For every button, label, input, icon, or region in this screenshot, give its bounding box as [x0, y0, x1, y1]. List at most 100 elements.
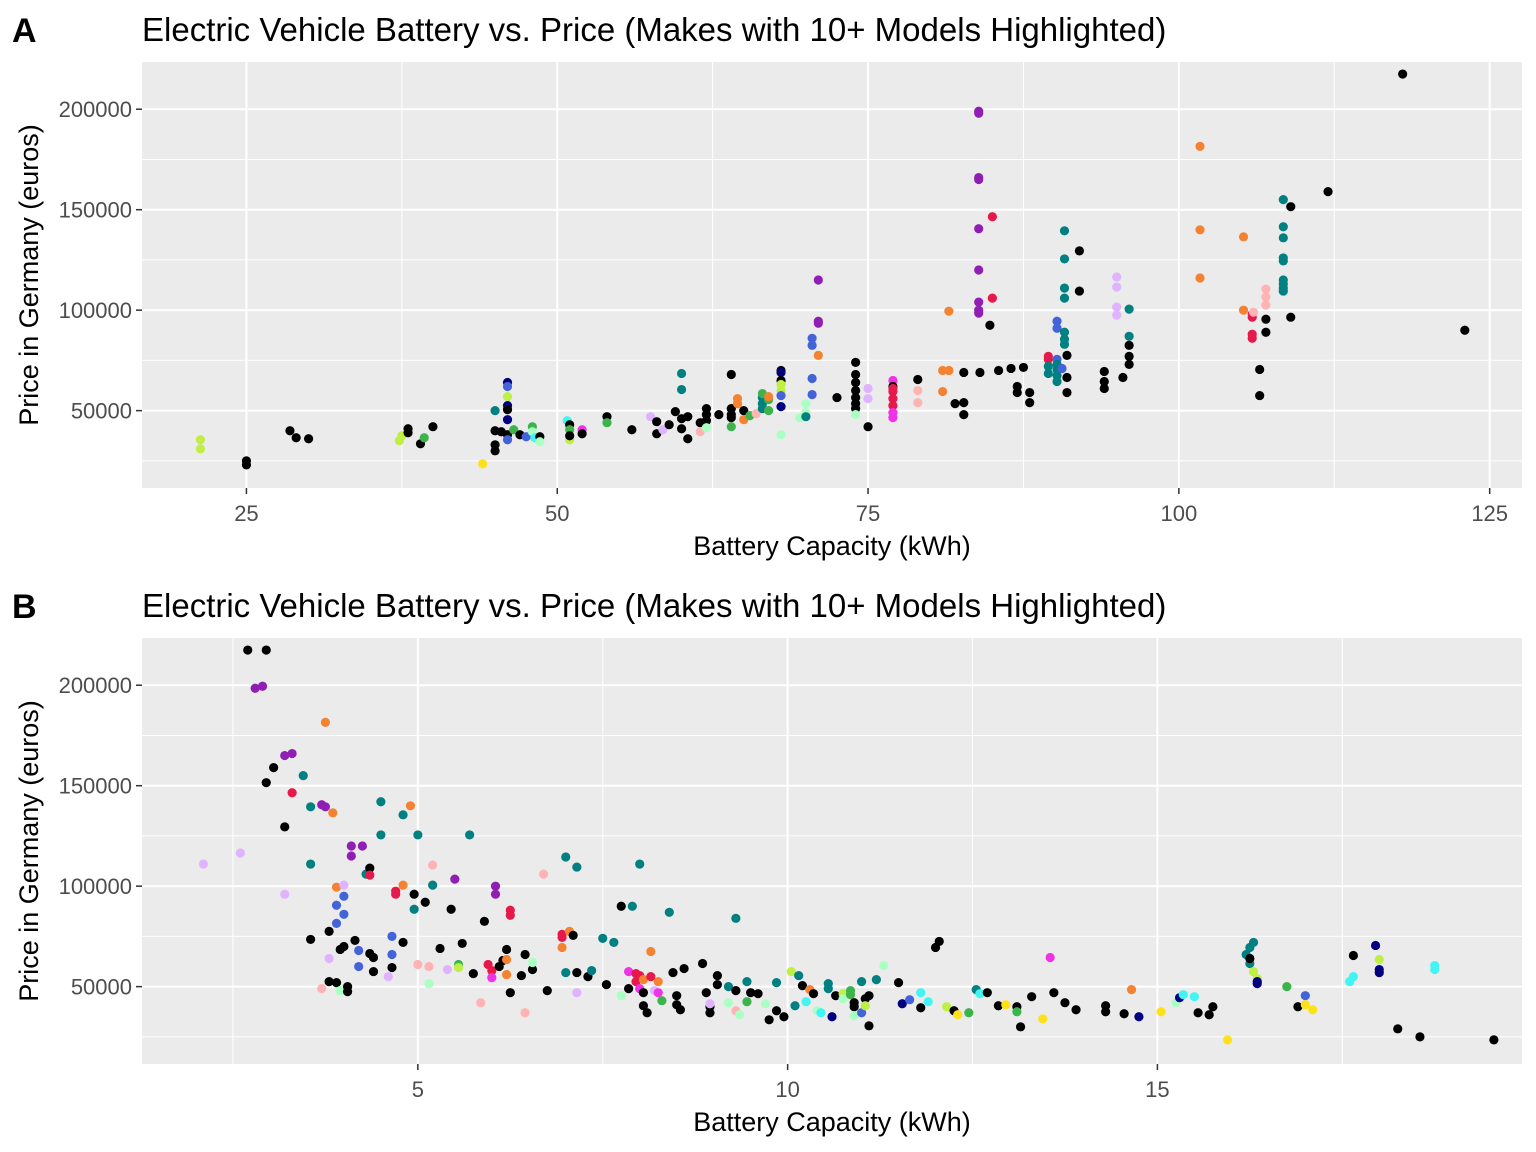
data-point — [428, 860, 438, 870]
data-point — [934, 936, 944, 947]
data-point — [1112, 282, 1122, 292]
data-point — [913, 397, 923, 408]
y-tick-label: 150000 — [59, 198, 132, 223]
data-point — [726, 422, 736, 432]
data-point — [923, 997, 933, 1007]
data-point — [664, 420, 674, 430]
data-point — [428, 880, 438, 890]
data-point — [383, 971, 393, 982]
data-point — [1006, 363, 1016, 374]
data-point — [816, 1008, 826, 1018]
data-point — [280, 750, 290, 761]
data-point — [779, 1012, 789, 1022]
data-point — [1278, 222, 1288, 232]
data-point — [642, 1008, 652, 1018]
data-point — [771, 978, 782, 988]
data-point — [863, 383, 873, 394]
data-point — [786, 966, 796, 977]
data-point — [771, 1006, 782, 1016]
data-point — [1059, 339, 1070, 349]
data-point — [285, 426, 295, 436]
data-point — [350, 935, 360, 946]
data-point — [442, 964, 453, 975]
data-point — [1052, 316, 1062, 326]
data-point — [342, 987, 353, 997]
data-point — [627, 425, 637, 435]
x-tick-label: 15 — [1145, 1077, 1169, 1102]
data-point — [794, 970, 804, 981]
data-point — [1059, 226, 1070, 236]
data-point — [1001, 1000, 1011, 1010]
data-point — [516, 970, 526, 981]
data-point — [742, 997, 752, 1007]
data-point — [1374, 954, 1384, 965]
data-point — [807, 333, 817, 343]
data-point — [1195, 141, 1205, 151]
data-point — [1238, 305, 1249, 315]
data-point — [387, 931, 397, 942]
data-point — [658, 425, 668, 435]
y-axis-label: Price in Germany (euros) — [14, 700, 44, 1002]
data-point — [742, 977, 752, 987]
data-point — [542, 986, 552, 996]
data-point — [509, 425, 519, 435]
data-point — [1255, 390, 1265, 401]
data-point — [746, 988, 756, 998]
data-point — [913, 385, 923, 396]
data-point — [306, 802, 316, 812]
data-point — [1027, 992, 1037, 1002]
data-point — [1059, 283, 1070, 293]
data-point — [1156, 1007, 1166, 1017]
data-point — [577, 429, 587, 439]
data-point — [328, 808, 338, 818]
data-point — [668, 967, 678, 978]
data-point — [354, 961, 364, 972]
data-point — [959, 397, 969, 408]
data-point — [879, 960, 889, 971]
x-axis-label: Battery Capacity (kWh) — [693, 531, 971, 561]
data-point — [1126, 985, 1137, 995]
data-point — [723, 998, 734, 1008]
data-point — [413, 959, 423, 970]
data-point — [1393, 1024, 1403, 1034]
data-point — [838, 994, 848, 1004]
data-point — [368, 952, 379, 963]
data-point — [1261, 284, 1271, 294]
data-point — [306, 859, 316, 869]
panel-a: A Electric Vehicle Battery vs. Price (Ma… — [12, 11, 1522, 561]
data-point — [1430, 964, 1440, 975]
data-point — [1348, 950, 1358, 961]
data-point — [888, 383, 898, 394]
data-point — [568, 930, 578, 940]
data-point — [823, 984, 833, 994]
data-point — [985, 320, 995, 330]
data-point — [502, 415, 513, 425]
data-point — [1489, 1035, 1499, 1045]
data-point — [1062, 372, 1072, 383]
data-point — [807, 389, 817, 400]
data-point — [520, 1008, 530, 1018]
data-point — [664, 907, 674, 917]
data-point — [587, 965, 597, 976]
data-point — [705, 999, 715, 1009]
data-point — [1059, 327, 1070, 337]
data-point — [287, 788, 297, 798]
data-point — [403, 428, 413, 438]
data-point — [339, 941, 349, 952]
x-tick-label: 25 — [234, 501, 258, 526]
data-point — [1134, 1012, 1144, 1022]
data-point — [490, 406, 500, 416]
data-point — [863, 422, 873, 432]
data-point — [1118, 372, 1128, 383]
data-point — [801, 412, 811, 422]
data-point — [476, 998, 486, 1008]
data-point — [635, 859, 645, 869]
data-point — [487, 965, 497, 976]
data-point — [1286, 202, 1296, 212]
data-point — [813, 318, 823, 328]
data-point — [487, 972, 497, 983]
data-point — [602, 418, 612, 428]
data-point — [964, 1008, 974, 1018]
data-point — [331, 900, 342, 910]
